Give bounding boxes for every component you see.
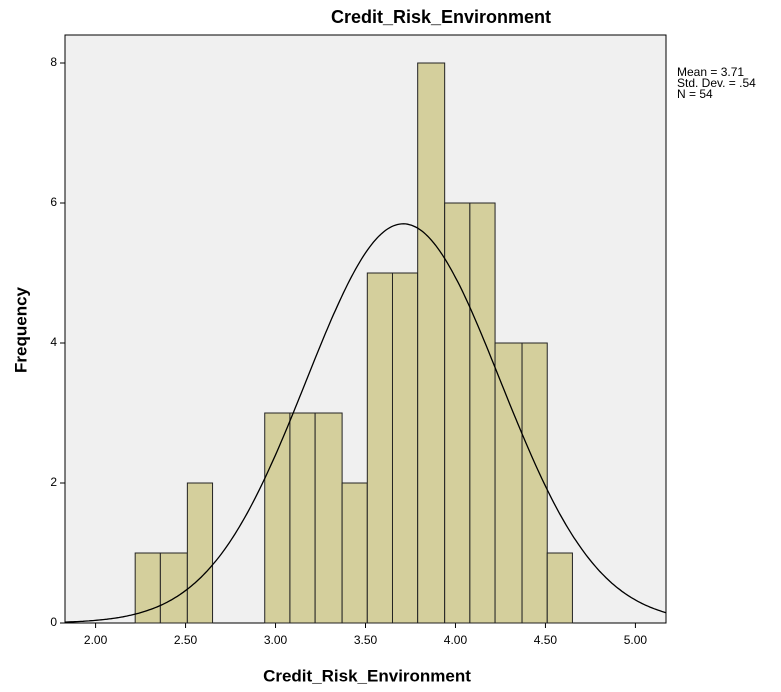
- bar: [159, 552, 188, 624]
- bar: [521, 342, 548, 624]
- bar: [314, 412, 343, 624]
- x-tick-label: 2.00: [84, 633, 108, 647]
- x-tick-label: 4.00: [444, 633, 468, 647]
- x-axis-label: Credit_Risk_Environment: [263, 666, 471, 685]
- bar: [264, 412, 291, 624]
- x-tick-label: 2.50: [174, 633, 198, 647]
- bar: [417, 62, 446, 624]
- bar: [546, 552, 573, 624]
- bar: [289, 412, 316, 624]
- y-tick-label: 0: [50, 615, 57, 629]
- normal-curve: [64, 223, 667, 623]
- bar: [366, 272, 393, 624]
- y-tick-label: 8: [50, 55, 57, 69]
- bar: [469, 202, 496, 624]
- stats-text: Mean = 3.71: [677, 65, 744, 79]
- y-tick-label: 4: [50, 335, 57, 349]
- y-axis-label: Frequency: [11, 286, 30, 373]
- bar: [341, 482, 368, 624]
- x-tick-label: 5.00: [624, 633, 648, 647]
- bar: [186, 482, 214, 624]
- y-tick-label: 6: [50, 195, 57, 209]
- bar: [494, 342, 523, 624]
- bar: [444, 202, 471, 624]
- stats-text: N = 54: [677, 87, 713, 101]
- bar: [134, 552, 161, 624]
- x-tick-label: 4.50: [534, 633, 558, 647]
- bar: [391, 272, 419, 624]
- x-tick-label: 3.00: [264, 633, 288, 647]
- x-tick-label: 3.50: [354, 633, 378, 647]
- stats-text: Std. Dev. = .54: [677, 76, 756, 90]
- chart-title: Credit_Risk_Environment: [331, 7, 551, 27]
- y-tick-label: 2: [50, 475, 57, 489]
